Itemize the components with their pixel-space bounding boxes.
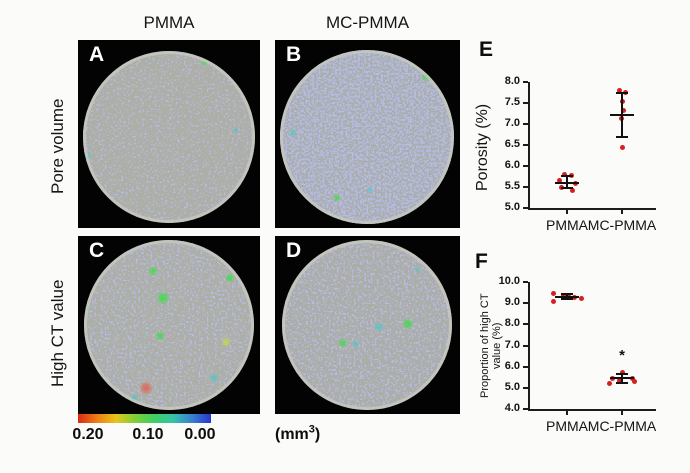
data-point xyxy=(550,298,556,304)
x-axis-tick xyxy=(621,411,623,415)
colorbar-unit-label: (mm3) xyxy=(275,423,321,444)
y-axis-tick xyxy=(523,144,528,146)
mean-line xyxy=(610,114,634,117)
y-axis-tick-label: 6.0 xyxy=(504,359,520,372)
panel-letter-a: A xyxy=(89,43,105,66)
data-point xyxy=(616,377,622,383)
unit-superscript: 3 xyxy=(308,423,315,436)
y-axis-tick xyxy=(523,365,528,368)
data-point xyxy=(606,380,612,386)
ct-scan-image-c xyxy=(78,236,260,414)
y-axis-tick-label: 5.0 xyxy=(504,380,520,393)
y-axis-tick xyxy=(523,186,528,188)
column-header-mc-pmma: MC-PMMA xyxy=(325,13,410,32)
color-scale-bar xyxy=(78,414,211,423)
y-axis-tick xyxy=(523,207,528,209)
y-axis-tick-label: 8.0 xyxy=(504,317,520,330)
mean-line xyxy=(555,295,579,298)
ct-panel-d: D xyxy=(275,236,460,414)
error-bar-cap-top xyxy=(561,293,573,296)
error-bar-cap-bottom xyxy=(616,136,628,139)
y-axis-tick-label: 8.0 xyxy=(504,75,520,87)
y-axis-tick-label: 9.0 xyxy=(504,296,520,309)
error-bar-cap-top xyxy=(616,92,628,95)
ct-panel-b: B xyxy=(275,40,460,228)
column-header-pmma: PMMA xyxy=(143,13,195,32)
x-axis-tick xyxy=(621,210,623,214)
panel-letter-e: E xyxy=(479,38,494,61)
colorbar-tick-000: 0.00 xyxy=(184,426,216,443)
ct-scan-image-d xyxy=(275,236,460,414)
error-bar-cap-bottom xyxy=(561,187,573,190)
unit-prefix: (mm xyxy=(275,426,309,443)
error-bar-cap-bottom xyxy=(561,297,573,300)
data-point xyxy=(619,145,625,151)
y-axis-tick-label: 7.5 xyxy=(504,96,520,108)
data-point xyxy=(550,290,556,296)
y-axis-tick xyxy=(523,102,528,104)
colorbar-tick-020: 0.20 xyxy=(72,426,104,443)
significance-marker: * xyxy=(619,347,625,365)
y-axis-tick xyxy=(523,408,528,410)
ct-panel-c: C xyxy=(78,236,260,414)
data-point xyxy=(620,107,626,113)
y-axis-tick-label: 7.0 xyxy=(504,117,520,129)
mean-line xyxy=(610,377,634,380)
data-point xyxy=(578,295,584,301)
x-category-label: PMMA xyxy=(546,217,588,233)
data-point xyxy=(616,88,622,94)
y-axis-tick xyxy=(523,165,528,167)
x-category-label: PMMA xyxy=(546,418,588,434)
y-axis-tick-label: 7.0 xyxy=(504,338,520,351)
y-axis-tick-label: 5.0 xyxy=(504,201,520,213)
error-bar-cap-top xyxy=(616,373,628,376)
ct-scan-image-b xyxy=(275,40,460,228)
row-label-high-ct-value: High CT value xyxy=(48,279,67,387)
porosity-scatter-plot: 5.0 5.5 6.0 6.5 7.0 7.5 8.0 PMMA MC-PMMA xyxy=(505,75,657,233)
colorbar-tick-010: 0.10 xyxy=(132,426,164,443)
panel-letter-d: D xyxy=(286,239,302,262)
x-axis-tick xyxy=(566,411,568,415)
y-axis-tick-label: 6.5 xyxy=(504,138,520,150)
panel-letter-f: F xyxy=(475,250,488,273)
y-axis-tick-label: 5.5 xyxy=(504,180,520,192)
data-point xyxy=(619,370,625,376)
data-point xyxy=(561,171,567,177)
y-axis-tick xyxy=(523,323,528,326)
error-bar-cap-bottom xyxy=(616,382,628,385)
data-point xyxy=(631,378,637,384)
mean-line xyxy=(555,181,579,184)
unit-suffix: ) xyxy=(314,426,321,443)
x-axis-tick xyxy=(566,210,568,214)
y-axis-tick xyxy=(523,281,528,283)
panel-letter-b: B xyxy=(286,43,302,66)
error-bar-cap-top xyxy=(561,175,573,178)
row-label-pore-volume: Pore volume xyxy=(48,98,67,195)
high-ct-scatter-plot: 4.0 5.0 6.0 7.0 8.0 9.0 10.0 PMMA MC-PMMA * xyxy=(499,275,657,434)
y-axis-tick-label: 4.0 xyxy=(504,402,520,414)
panel-letter-c: C xyxy=(89,239,105,262)
y-axis-tick xyxy=(523,81,528,83)
x-category-label: MC-PMMA xyxy=(587,217,657,233)
x-category-label: MC-PMMA xyxy=(587,418,657,434)
y-axis-tick xyxy=(523,386,528,389)
ct-scan-image-a xyxy=(78,40,260,228)
y-axis-tick-label: 6.0 xyxy=(504,159,520,171)
y-axis-tick xyxy=(523,302,528,305)
y-axis-tick xyxy=(523,344,528,347)
data-point xyxy=(556,177,562,183)
y-axis-tick-label: 10.0 xyxy=(498,275,520,287)
ct-panel-a: A xyxy=(78,40,260,228)
y-axis-tick xyxy=(523,123,528,125)
data-point xyxy=(569,188,575,194)
